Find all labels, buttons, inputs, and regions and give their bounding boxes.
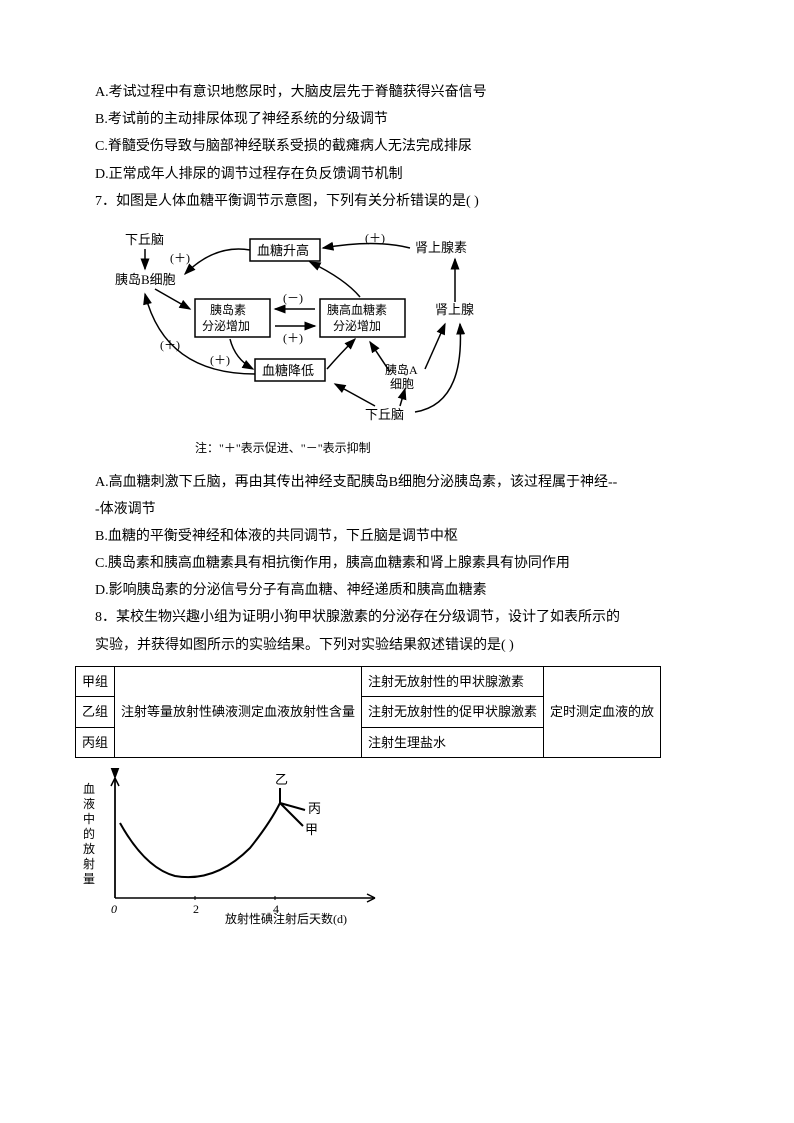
- q7-option-b: B.血糖的平衡受神经和体液的共同调节，下丘脑是调节中枢: [95, 524, 714, 549]
- label-glucagon2: 分泌增加: [333, 319, 381, 333]
- diagram1-caption: 注："＋"表示促进、"－"表示抑制: [195, 438, 495, 460]
- svg-text:0: 0: [111, 902, 117, 916]
- svg-text:的: 的: [83, 826, 95, 841]
- q7-option-a-line1: A.高血糖刺激下丘脑，再由其传出神经支配胰岛B细胞分泌胰岛素，该过程属于神经--: [95, 470, 714, 495]
- option-a: A.考试过程中有意识地憋尿时，大脑皮层先于脊髓获得兴奋信号: [95, 80, 714, 105]
- svg-text:射: 射: [83, 856, 95, 871]
- question-8-line1: 8．某校生物兴趣小组为证明小狗甲状腺激素的分泌存在分级调节，设计了如表所示的: [95, 605, 714, 630]
- cell-jia: 甲组: [76, 666, 115, 696]
- cell-inject-jia: 注射无放射性的甲状腺激素: [362, 666, 544, 696]
- label-hypothalamus2: 下丘脑: [365, 407, 404, 422]
- label-glucose-up: 血糖升高: [257, 243, 309, 258]
- label-glucose-down: 血糖降低: [262, 363, 314, 378]
- question-8-line2: 实验，并获得如图所示的实验结果。下列对实验结果叙述错误的是( ): [95, 633, 714, 658]
- label-insulin1: 胰岛素: [210, 302, 246, 317]
- option-d: D.正常成年人排尿的调节过程存在负反馈调节机制: [95, 162, 714, 187]
- label-hypothalamus: 下丘脑: [125, 232, 164, 247]
- svg-text:(＋): (＋): [170, 251, 190, 265]
- experiment-table: 甲组 注射等量放射性碘液测定血液放射性含量 注射无放射性的甲状腺激素 定时测定血…: [75, 666, 661, 758]
- question-7: 7．如图是人体血糖平衡调节示意图，下列有关分析错误的是( ): [95, 189, 714, 214]
- option-c: C.脊髓受伤导致与脑部神经联系受损的截瘫病人无法完成排尿: [95, 134, 714, 159]
- cell-measure: 定时测定血液的放: [544, 666, 661, 757]
- svg-text:2: 2: [193, 902, 199, 916]
- label-glucagon1: 胰高血糖素: [327, 302, 387, 317]
- option-b: B.考试前的主动排尿体现了神经系统的分级调节: [95, 107, 714, 132]
- svg-text:(＋): (＋): [283, 331, 303, 345]
- cell-inject-bing: 注射生理盐水: [362, 727, 544, 757]
- cell-inject-yi: 注射无放射性的促甲状腺激素: [362, 697, 544, 727]
- cell-bing: 丙组: [76, 727, 115, 757]
- cell-treatment: 注射等量放射性碘液测定血液放射性含量: [115, 666, 362, 757]
- svg-text:(＋): (＋): [160, 338, 180, 352]
- label-islet-b: 胰岛B细胞: [115, 272, 176, 287]
- q7-option-a-line2: -体液调节: [95, 497, 714, 522]
- q7-option-c: C.胰岛素和胰高血糖素具有相抗衡作用，胰高血糖素和肾上腺素具有协同作用: [95, 551, 714, 576]
- svg-text:(＋): (＋): [365, 231, 385, 245]
- label-islet-a2: 细胞: [390, 377, 414, 391]
- table-row: 甲组 注射等量放射性碘液测定血液放射性含量 注射无放射性的甲状腺激素 定时测定血…: [76, 666, 661, 696]
- svg-text:量: 量: [83, 872, 95, 886]
- label-adrenal: 肾上腺: [435, 302, 474, 317]
- label-bing: 丙: [308, 801, 321, 816]
- svg-text:液: 液: [83, 796, 95, 811]
- svg-text:(＋): (＋): [210, 353, 230, 367]
- label-insulin2: 分泌增加: [202, 319, 250, 333]
- blood-sugar-diagram: 下丘脑 (＋) 胰岛B细胞 血糖升高 肾上腺素 (＋) 胰岛素 分泌增加 胰高血…: [115, 224, 495, 460]
- svg-text:(－): (－): [283, 291, 303, 305]
- label-yi: 乙: [275, 772, 288, 787]
- label-islet-a1: 胰岛A: [385, 362, 418, 377]
- radioactive-chart: 血 液 中 的 放 射 量 0 2 4 放射性碘注射后天数(d) 乙 丙 甲: [75, 768, 435, 937]
- svg-text:血: 血: [83, 782, 95, 796]
- cell-yi: 乙组: [76, 697, 115, 727]
- label-jia: 甲: [305, 822, 318, 837]
- label-adrenaline: 肾上腺素: [415, 240, 467, 255]
- svg-text:中: 中: [83, 811, 95, 826]
- q7-option-d: D.影响胰岛素的分泌信号分子有高血糖、神经递质和胰高血糖素: [95, 578, 714, 603]
- svg-text:放: 放: [83, 841, 95, 856]
- xlabel: 放射性碘注射后天数(d): [225, 911, 347, 926]
